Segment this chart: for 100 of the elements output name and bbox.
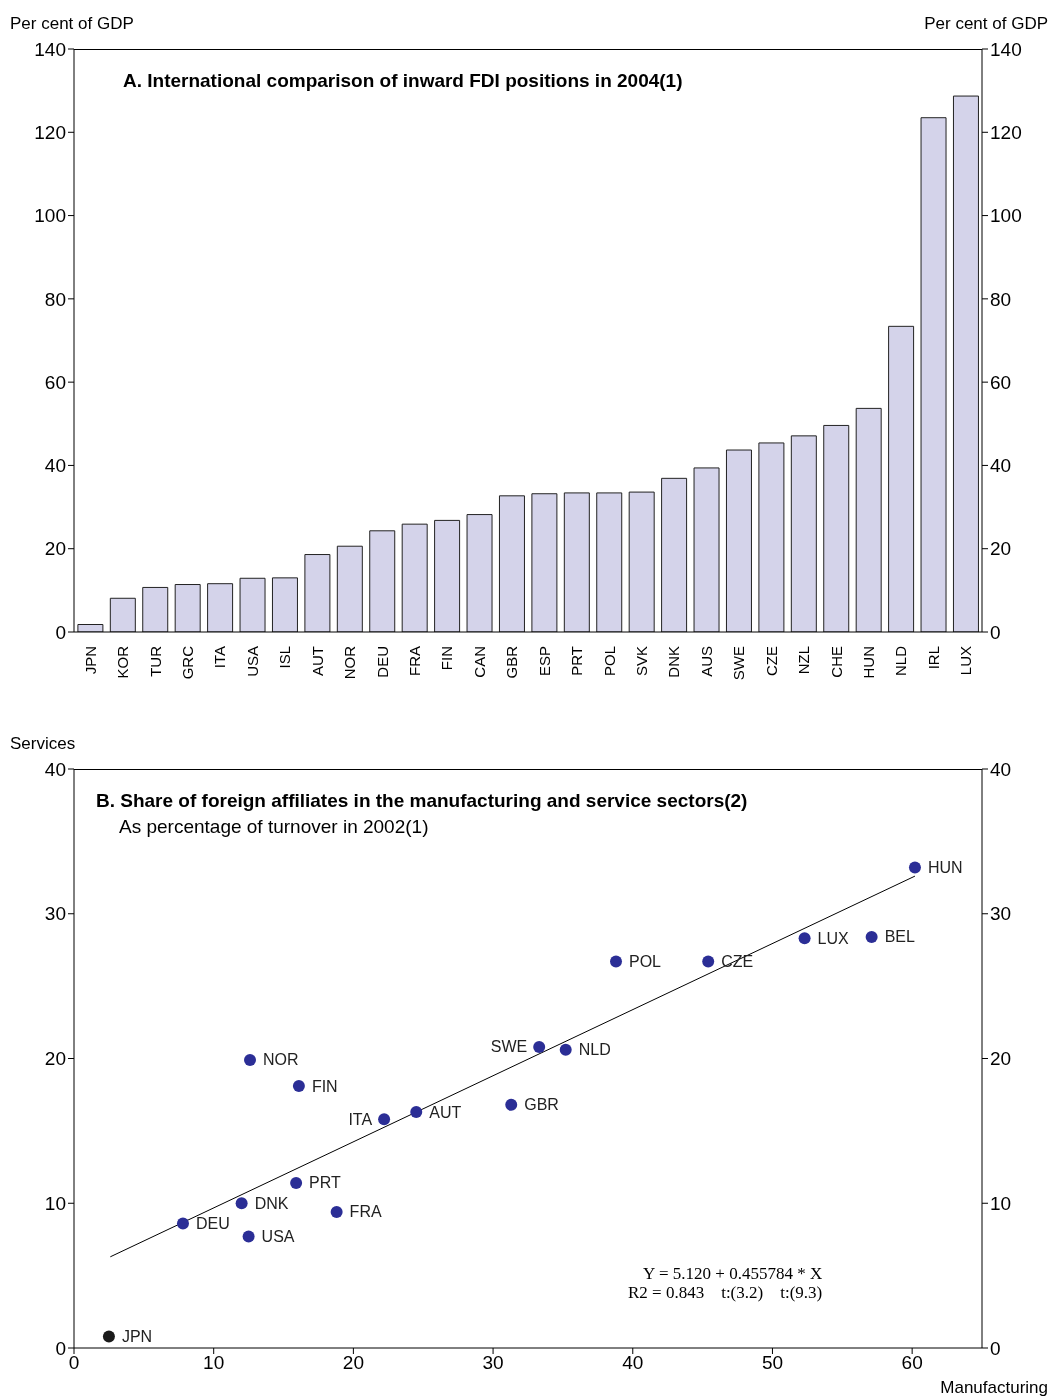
x-tick-label: GRC (179, 645, 196, 680)
annotation: GBR (524, 1096, 559, 1114)
x-tick-label: TUR (146, 645, 164, 677)
y2-tick-label: 60 (990, 371, 1012, 393)
x-tick-label: SWE (730, 646, 748, 681)
y-tick-label: 40 (44, 455, 66, 477)
y2-tick-label: 120 (990, 122, 1022, 144)
point (102, 1330, 115, 1343)
bar (174, 584, 201, 632)
x-tick-label: IRL (924, 646, 942, 670)
point (242, 1230, 255, 1243)
y2-tick-label: 0 (990, 621, 1001, 643)
x-tick-label: USA (243, 646, 261, 677)
bar (758, 442, 785, 632)
bar (109, 597, 136, 632)
x-tick-label: NOR (341, 645, 359, 680)
point (505, 1098, 518, 1111)
y2-tick-label: 0 (990, 1337, 1001, 1359)
bar (563, 492, 590, 632)
x-tick-label: LUX (957, 646, 975, 676)
y2-tick-label: 140 (990, 38, 1022, 60)
x-tick-label: 30 (482, 1352, 504, 1374)
point (330, 1205, 343, 1218)
point (244, 1053, 257, 1066)
x-tick-label: DNK (665, 646, 683, 678)
y-axis-title: Per cent of GDP (10, 14, 134, 34)
x-axis-title: Manufacturing (940, 1378, 1048, 1398)
annotation: DEU (195, 1215, 230, 1233)
x-tick-label: CHE (827, 646, 845, 678)
x-tick-label: FIN (438, 646, 456, 671)
bar (498, 495, 525, 632)
y-tick-label: 120 (34, 122, 66, 144)
bar (336, 545, 363, 632)
point (865, 930, 878, 943)
y2-tick-label: 20 (990, 538, 1012, 560)
x-tick-label: 60 (901, 1352, 923, 1374)
bar (207, 583, 234, 632)
point (908, 861, 921, 874)
point (378, 1113, 391, 1126)
text: B. Share of foreign affiliates in the manufacturing and service sectors(2) (96, 790, 748, 812)
point (292, 1080, 305, 1092)
bar (466, 514, 493, 632)
bar (725, 449, 752, 632)
bar (920, 117, 947, 632)
point (702, 955, 715, 968)
bar (369, 530, 396, 632)
bar (531, 493, 558, 632)
annotation: FRA (349, 1203, 382, 1221)
annotation: Y = 5.120 + 0.455784 * X (642, 1264, 823, 1283)
x-tick-label: FRA (406, 646, 423, 676)
y-tick-label: 30 (44, 903, 66, 925)
x-tick-label: JPN (81, 646, 99, 675)
x-tick-label: NZL (795, 646, 813, 675)
annotation: NOR (263, 1051, 299, 1069)
x-tick-label: CAN (470, 646, 488, 678)
x-tick-label: KOR (114, 645, 132, 679)
bar (596, 492, 623, 632)
bar (823, 424, 850, 632)
x-tick-label: 40 (622, 1352, 644, 1374)
annotation: BEL (884, 928, 915, 946)
y2-tick-label: 100 (990, 205, 1022, 227)
bar (628, 491, 655, 632)
annotation: USA (261, 1228, 295, 1246)
y2-tick-label: 20 (990, 1048, 1012, 1070)
annotation: ITA (348, 1110, 373, 1128)
annotation: AUT (429, 1103, 462, 1121)
y2-tick-label: 80 (990, 288, 1012, 310)
point (559, 1043, 572, 1056)
point (176, 1217, 189, 1230)
bar (434, 519, 461, 632)
x-tick-label: HUN (860, 646, 877, 679)
y2-axis-title: Per cent of GDP (924, 14, 1048, 34)
x-tick-label: 10 (203, 1352, 225, 1374)
y2-tick-label: 10 (990, 1192, 1012, 1214)
x-tick-label: AUT (308, 646, 326, 676)
point (410, 1106, 423, 1119)
annotation: SWE (490, 1038, 528, 1056)
x-tick-label: PRT (568, 646, 586, 676)
bar (661, 477, 688, 632)
bar (304, 554, 331, 632)
bar (271, 577, 298, 632)
y-tick-label: 140 (34, 38, 66, 60)
y-tick-label: 10 (44, 1192, 66, 1214)
point (798, 932, 811, 945)
y2-tick-label: 40 (990, 758, 1012, 780)
x-tick-label: NLD (892, 645, 910, 677)
annotation: PRT (309, 1174, 342, 1192)
point (290, 1176, 303, 1189)
x-tick-label: 50 (761, 1352, 784, 1374)
x-tick-label: GBR (503, 645, 521, 679)
y-tick-label: 20 (44, 1048, 66, 1070)
annotation: R2 = 0.843 t:(3.2) t:(9.3) (628, 1283, 823, 1302)
bar (142, 586, 169, 632)
bar (401, 523, 428, 632)
y-axis-title: Services (10, 734, 76, 754)
y-tick-label: 0 (55, 621, 66, 643)
annotation: FIN (311, 1077, 338, 1095)
y-tick-label: 0 (55, 1337, 66, 1359)
x-tick-label: ISL (276, 646, 294, 669)
bar (790, 435, 817, 632)
